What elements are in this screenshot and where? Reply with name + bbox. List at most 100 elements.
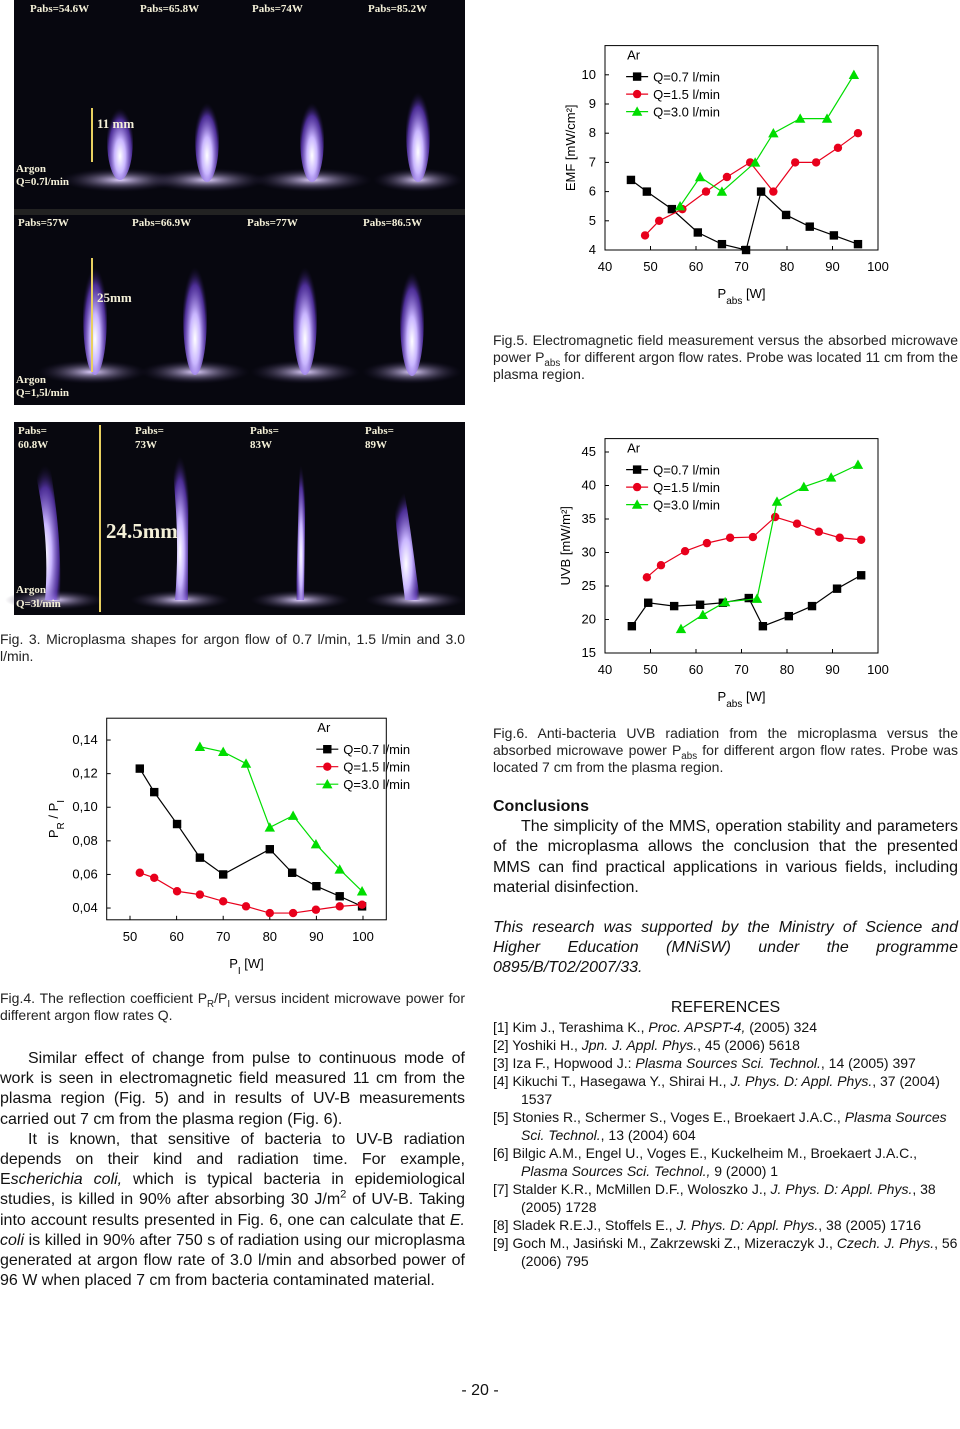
marker xyxy=(769,187,778,196)
label-text: [W] xyxy=(742,689,765,704)
label-subscript: I xyxy=(238,965,241,976)
height-label: 11 mm xyxy=(97,116,134,131)
text: , 14 (2005) 397 xyxy=(820,1055,916,1071)
marker xyxy=(784,611,794,621)
italic-text: Plasma Sources Sci. Technol., xyxy=(521,1163,711,1179)
y-tick-label: 35 xyxy=(582,511,596,526)
caption-text: Fig. 3. Microplasma shapes for argon flo… xyxy=(0,631,465,664)
y-tick-label: 9 xyxy=(589,96,596,111)
x-tick-label: 100 xyxy=(867,259,889,274)
paragraph: Similar effect of change from pulse to c… xyxy=(0,1050,465,1128)
photo-label: 83W xyxy=(250,439,272,451)
label-text: P xyxy=(46,829,61,838)
marker xyxy=(656,561,666,570)
text: of UV-B. Taking into account results pre… xyxy=(0,1191,465,1229)
marker xyxy=(218,746,229,756)
marker xyxy=(674,201,686,211)
section-heading: REFERENCES xyxy=(670,999,781,1016)
series-line xyxy=(680,464,859,630)
caption-text: for different argon flow rates. Probe wa… xyxy=(493,742,958,775)
text: , 38 (2005) 1716 xyxy=(818,1217,922,1233)
photo-background xyxy=(14,422,465,615)
marker xyxy=(312,882,321,891)
marker xyxy=(288,908,298,918)
marker xyxy=(771,496,783,506)
y-axis-label: EMF [mW/cm²] xyxy=(563,104,578,191)
marker xyxy=(640,231,650,240)
marker xyxy=(741,245,751,255)
italic-text: J. Phys. D: Appl. Phys. xyxy=(730,1073,873,1089)
x-tick-label: 70 xyxy=(734,259,748,274)
marker xyxy=(722,172,732,182)
x-tick-label: 70 xyxy=(216,929,230,944)
marker xyxy=(135,868,144,877)
italic-text: J. Phys. D: Appl. Phys. xyxy=(770,1181,913,1197)
marker xyxy=(172,887,182,896)
marker xyxy=(697,609,709,620)
marker xyxy=(756,187,766,196)
photo-label: Pabs=85.2W xyxy=(368,3,427,15)
argon-label: Argon xyxy=(16,163,46,175)
reference: [7] Stalder K.R., McMillen D.F., Woloszk… xyxy=(493,1180,958,1216)
marker xyxy=(195,890,205,899)
y-tick-label: 8 xyxy=(589,125,596,140)
text: , 45 (2006) 5618 xyxy=(697,1037,800,1053)
caption-text: Fig.6. Anti-bacteria UVB radiation from … xyxy=(493,725,958,758)
y-tick-label: 6 xyxy=(589,184,596,199)
y-tick-label: 25 xyxy=(582,578,596,593)
text: , 38 (2005) 1728 xyxy=(521,1181,936,1215)
x-axis-label: Pabs [W] xyxy=(718,286,766,307)
figure-caption: Fig.4. The reflection coefficient PR/PI … xyxy=(0,990,465,1024)
x-tick-label: 50 xyxy=(643,662,657,677)
marker xyxy=(717,239,727,249)
marker xyxy=(794,113,806,123)
marker xyxy=(287,810,299,820)
y-tick-label: 10 xyxy=(582,67,596,82)
marker xyxy=(311,905,321,914)
photo-label: 60.8W xyxy=(18,439,48,451)
label-text: P xyxy=(718,689,727,704)
plot-frame xyxy=(106,717,387,921)
marker xyxy=(264,822,275,832)
y-axis-label: PR / PI xyxy=(46,800,67,838)
marker xyxy=(335,892,344,901)
conclusions: Conclusions The simplicity of the MMS, o… xyxy=(493,797,958,898)
marker xyxy=(748,532,758,542)
text: [7] Stalder K.R., McMillen D.F., Woloszk… xyxy=(493,1181,771,1197)
y-tick-label: 45 xyxy=(582,444,596,459)
marker xyxy=(702,538,712,548)
marker xyxy=(322,779,333,789)
y-axis-label: UVB [mW/m²] xyxy=(558,506,573,585)
marker xyxy=(856,535,866,544)
text: 9 (2000) 1 xyxy=(710,1163,779,1179)
text: , 37 (2004) 1537 xyxy=(521,1073,940,1107)
text: , 13 (2004) 604 xyxy=(600,1127,696,1143)
x-tick-label: 40 xyxy=(598,259,612,274)
marker xyxy=(701,187,711,196)
superscript: 2 xyxy=(340,1189,347,1202)
y-tick-label: 5 xyxy=(589,213,596,228)
acknowledgment: This research was supported by the Minis… xyxy=(493,919,958,977)
marker xyxy=(626,175,636,185)
text: [2] Yoshiki H., xyxy=(493,1037,582,1053)
argon-label: Argon xyxy=(16,584,46,596)
marker xyxy=(172,819,182,829)
marker xyxy=(807,601,817,611)
marker xyxy=(310,839,322,849)
marker xyxy=(627,622,637,631)
photo-label: Pabs= xyxy=(135,425,164,437)
marker xyxy=(150,787,159,797)
marker xyxy=(219,870,228,879)
marker xyxy=(194,741,206,751)
marker xyxy=(856,571,866,580)
y-tick-label: 40 xyxy=(582,478,596,493)
legend-label: Q=1.5 l/min xyxy=(653,87,720,102)
italic-text: Jpn. J. Appl. Phys. xyxy=(581,1037,698,1053)
italic-text: Plasma Sources Sci. Technol. xyxy=(635,1055,821,1071)
argon-label: Argon xyxy=(16,374,46,386)
reference: [3] Iza F., Hopwood J.: Plasma Sources S… xyxy=(493,1054,958,1072)
marker xyxy=(265,845,274,854)
legend-label: Q=0.7 l/min xyxy=(343,742,410,757)
marker xyxy=(632,465,642,474)
